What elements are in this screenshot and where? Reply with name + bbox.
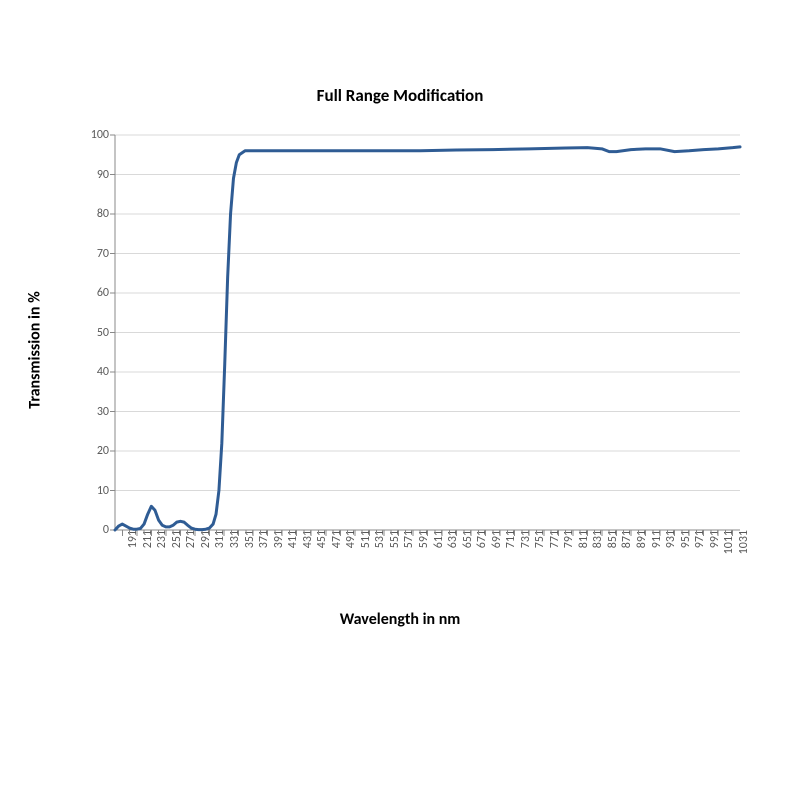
plot-area: 0102030405060708090100191211231251271291… [115,135,740,530]
y-axis-label: Transmission in % [26,291,45,409]
chart-title: Full Range Modification [0,85,800,106]
chart-container: Full Range Modification Transmission in … [0,0,800,800]
x-axis-label: Wavelength in nm [0,610,800,629]
